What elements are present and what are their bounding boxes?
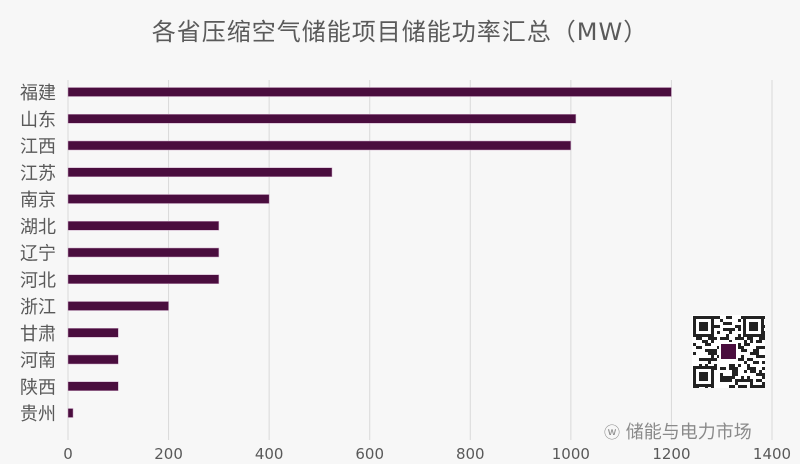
watermark: ⓦ 储能与电力市场	[604, 418, 752, 444]
bar	[67, 221, 220, 231]
bar	[67, 354, 119, 365]
x-tick-label: 200	[154, 445, 183, 463]
bar	[67, 274, 220, 284]
y-tick-label: 甘肃	[20, 324, 56, 345]
y-tick-label: 南京	[20, 190, 56, 211]
y-tick-label: 湖北	[20, 217, 56, 238]
x-tick-label: 400	[255, 445, 284, 463]
bar	[67, 114, 577, 124]
y-tick-label: 河北	[20, 270, 56, 291]
y-tick-label: 陕西	[20, 377, 56, 398]
wechat-icon: ⓦ	[604, 423, 621, 442]
x-tick-label: 1000	[552, 445, 590, 463]
y-tick-label: 江西	[20, 137, 56, 158]
qr-code-icon	[692, 315, 765, 388]
x-tick-label: 800	[456, 445, 485, 463]
bar	[67, 167, 333, 177]
bar	[67, 381, 119, 391]
bar	[67, 408, 74, 418]
y-tick-label: 浙江	[20, 297, 56, 318]
bar	[67, 247, 220, 258]
bar	[67, 87, 672, 97]
x-tick-label: 1400	[753, 445, 791, 463]
bar	[67, 328, 119, 338]
y-tick-label: 福建	[20, 83, 56, 104]
y-tick-label: 河南	[20, 351, 56, 372]
chart-title: 各省压缩空气储能项目储能功率汇总（MW）	[151, 18, 649, 46]
bar	[67, 301, 169, 311]
x-tick-label: 0	[63, 445, 73, 463]
y-tick-label: 贵州	[20, 404, 56, 425]
x-tick-label: 1200	[652, 445, 690, 463]
y-tick-label: 辽宁	[20, 244, 56, 265]
bar	[67, 194, 270, 204]
watermark-text: 储能与电力市场	[625, 422, 752, 443]
x-tick-label: 600	[355, 445, 384, 463]
bar	[67, 140, 572, 151]
y-tick-label: 山东	[20, 110, 56, 131]
y-tick-label: 江苏	[20, 163, 56, 184]
